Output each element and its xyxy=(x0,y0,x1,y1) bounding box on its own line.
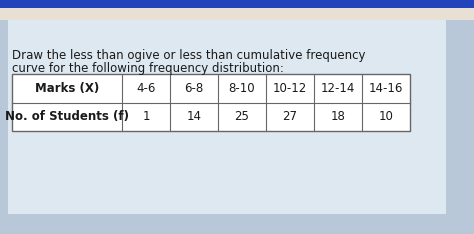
Text: 27: 27 xyxy=(283,110,298,123)
Text: 25: 25 xyxy=(235,110,249,123)
Text: 8-10: 8-10 xyxy=(228,82,255,95)
Text: 10: 10 xyxy=(379,110,393,123)
Text: 6-8: 6-8 xyxy=(184,82,204,95)
Text: 12-14: 12-14 xyxy=(321,82,355,95)
Bar xyxy=(0,0,474,8)
Bar xyxy=(8,20,446,214)
Text: Marks (X): Marks (X) xyxy=(35,82,99,95)
Text: 4-6: 4-6 xyxy=(137,82,155,95)
Bar xyxy=(12,74,410,131)
Text: 1: 1 xyxy=(142,110,150,123)
Text: Draw the less than ogive or less than cumulative frequency: Draw the less than ogive or less than cu… xyxy=(12,49,365,62)
Text: 14-16: 14-16 xyxy=(369,82,403,95)
Text: No. of Students (f): No. of Students (f) xyxy=(5,110,129,123)
Text: curve for the following frequency distribution:: curve for the following frequency distri… xyxy=(12,62,284,75)
Text: 10-12: 10-12 xyxy=(273,82,307,95)
Bar xyxy=(0,8,474,20)
Text: 14: 14 xyxy=(186,110,201,123)
Text: 18: 18 xyxy=(330,110,346,123)
